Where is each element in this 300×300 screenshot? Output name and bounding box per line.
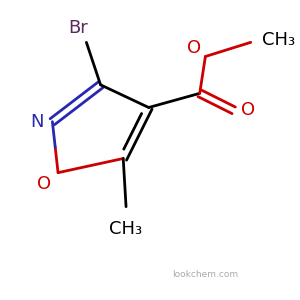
Text: O: O [187,39,201,57]
Text: O: O [37,175,51,193]
Text: Br: Br [68,19,88,37]
Text: lookchem.com: lookchem.com [172,270,238,279]
Text: O: O [241,101,255,119]
Text: N: N [30,113,43,131]
Text: CH₃: CH₃ [110,220,142,238]
Text: CH₃: CH₃ [262,31,295,49]
